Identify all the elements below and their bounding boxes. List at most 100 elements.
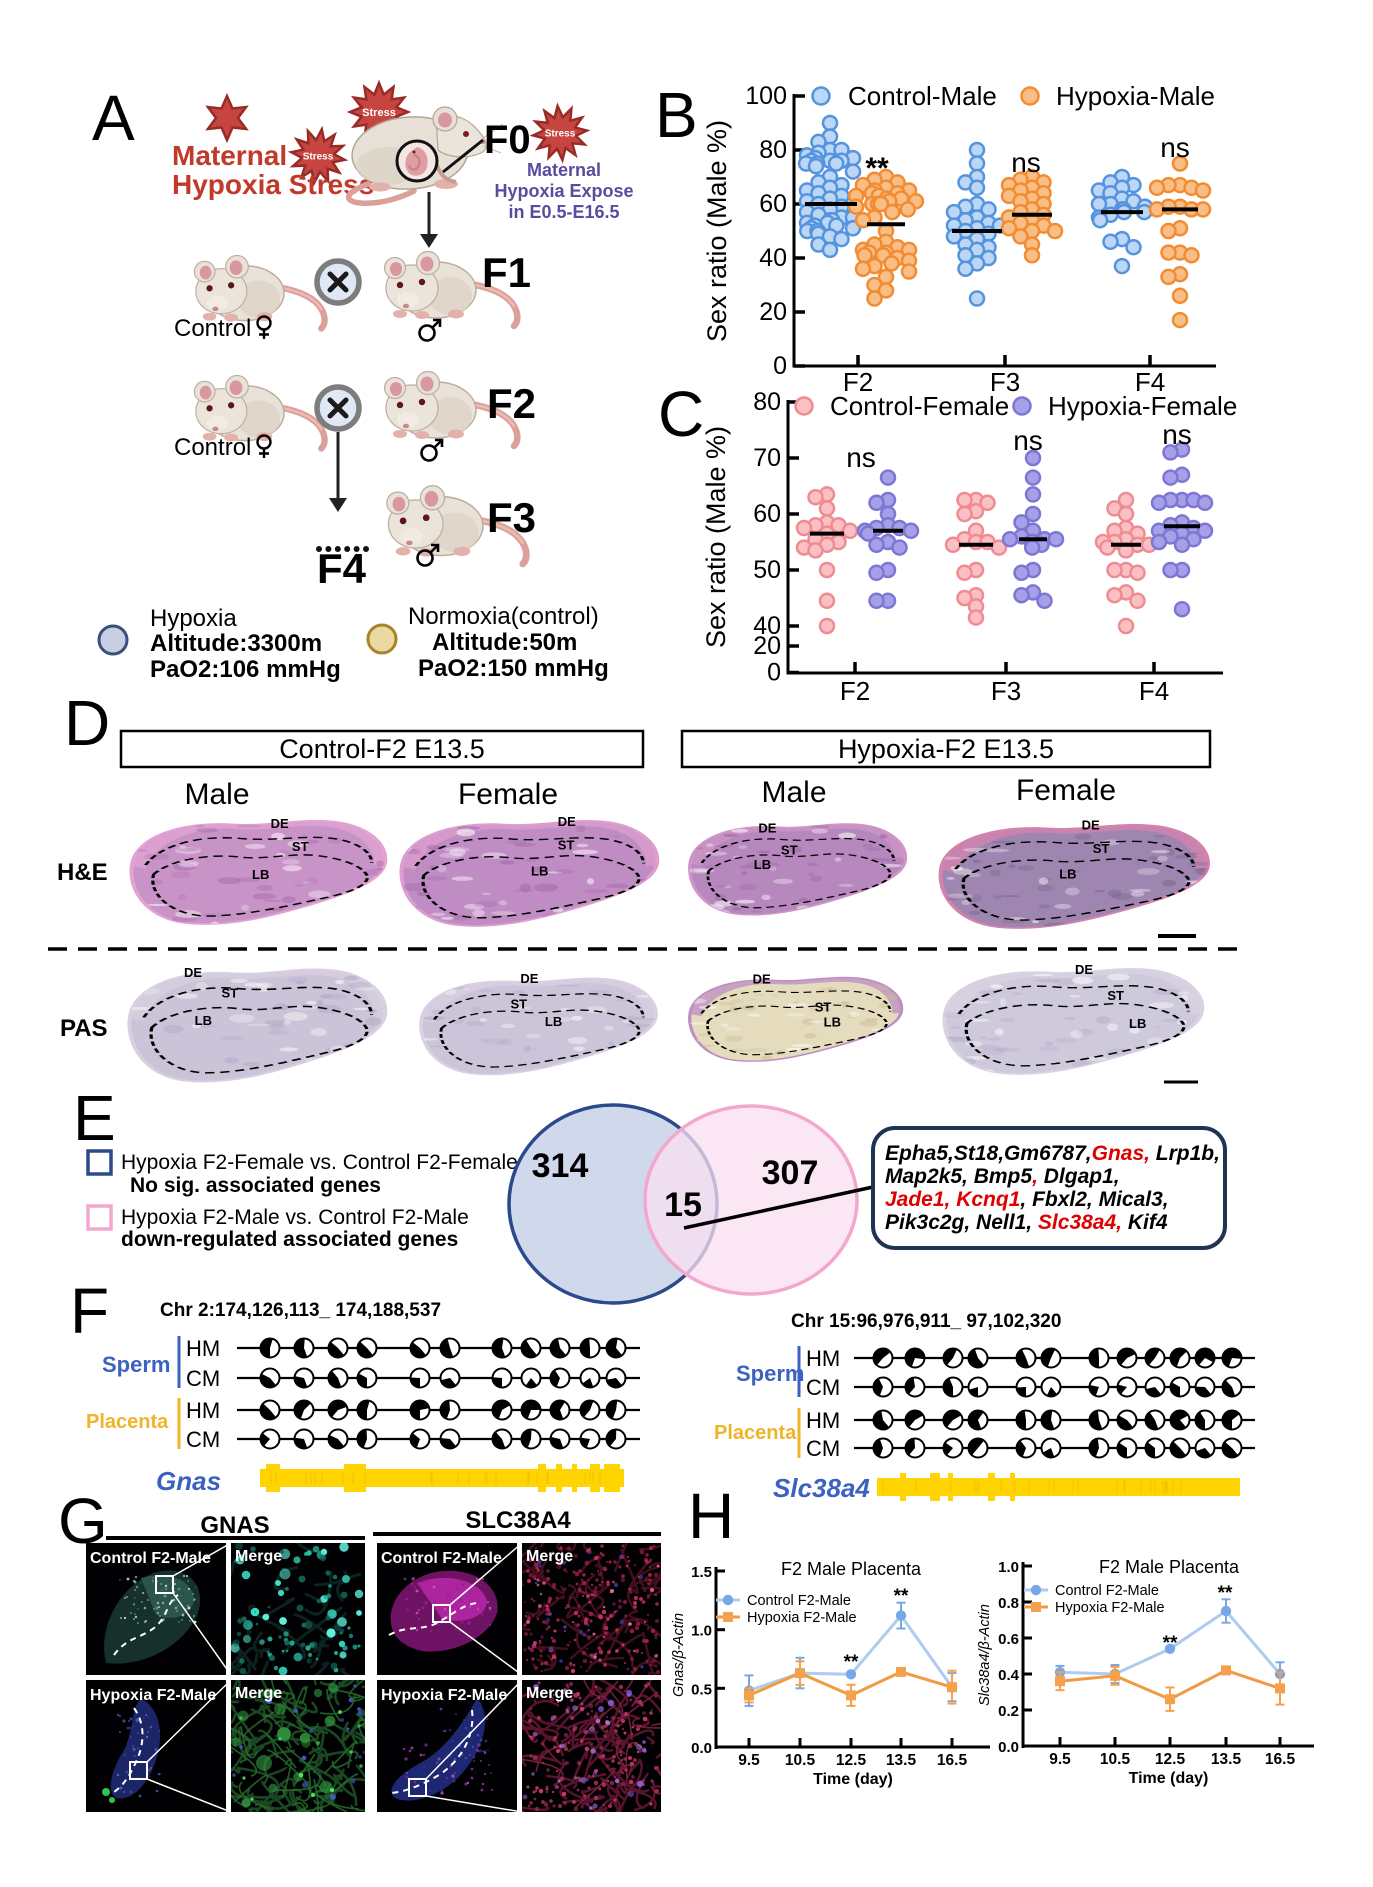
svg-text:ST: ST <box>221 985 238 1000</box>
svg-text:F4: F4 <box>1139 676 1169 706</box>
svg-text:CM: CM <box>186 1366 220 1391</box>
svg-text:40: 40 <box>753 612 781 640</box>
svg-text:9.5: 9.5 <box>1049 1751 1071 1768</box>
svg-text:Altitude:50m: Altitude:50m <box>432 629 577 656</box>
svg-text:No sig. associated genes: No sig. associated genes <box>130 1174 381 1197</box>
svg-text:LB: LB <box>824 1015 841 1030</box>
svg-text:Male: Male <box>184 778 249 811</box>
svg-text:Hypoxia F2-Male: Hypoxia F2-Male <box>1055 1600 1165 1616</box>
svg-text:Maternal: Maternal <box>527 160 601 180</box>
svg-text:in E0.5-E16.5: in E0.5-E16.5 <box>508 202 619 222</box>
svg-text:F4: F4 <box>317 545 367 592</box>
svg-text:Hypoxia F2-Male: Hypoxia F2-Male <box>90 1687 216 1704</box>
svg-text:CM: CM <box>806 1436 840 1461</box>
svg-text:ns: ns <box>1013 425 1043 456</box>
svg-text:13.5: 13.5 <box>1211 1751 1242 1768</box>
svg-text:LB: LB <box>252 867 269 882</box>
svg-text:16.5: 16.5 <box>1265 1751 1296 1768</box>
svg-text:0: 0 <box>767 659 781 687</box>
svg-text:Control F2-Male: Control F2-Male <box>90 1550 211 1567</box>
svg-text:ST: ST <box>815 999 832 1014</box>
svg-text:SLC38A4: SLC38A4 <box>465 1507 571 1534</box>
svg-text:**: ** <box>1163 1633 1178 1654</box>
svg-text:ST: ST <box>781 843 798 858</box>
svg-text:70: 70 <box>753 444 781 472</box>
svg-text:**: ** <box>865 152 889 185</box>
svg-text:**: ** <box>844 1652 859 1673</box>
svg-text:60: 60 <box>753 500 781 528</box>
svg-text:F1: F1 <box>482 249 531 296</box>
svg-text:314: 314 <box>532 1147 589 1185</box>
svg-text:HM: HM <box>806 1346 840 1371</box>
svg-text:H&E: H&E <box>57 859 108 886</box>
svg-text:Map2k5, Bmp5, Dlgap1,: Map2k5, Bmp5, Dlgap1, <box>885 1165 1120 1188</box>
svg-text:F3: F3 <box>991 676 1021 706</box>
svg-text:Hypoxia Expose: Hypoxia Expose <box>494 181 633 201</box>
svg-text:LB: LB <box>1059 866 1076 881</box>
svg-text:Control F2-Male: Control F2-Male <box>747 1593 851 1609</box>
svg-text:60: 60 <box>759 190 787 218</box>
svg-text:15: 15 <box>664 1186 702 1224</box>
svg-text:Altitude:3300m: Altitude:3300m <box>150 630 322 657</box>
svg-text:LB: LB <box>531 863 548 878</box>
svg-text:Time (day): Time (day) <box>813 1771 893 1788</box>
svg-text:Sex ratio (Male %): Sex ratio (Male %) <box>701 426 731 648</box>
svg-text:1.5: 1.5 <box>691 1564 712 1581</box>
svg-text:Merge: Merge <box>235 1685 282 1702</box>
svg-text:Hypoxia-Female: Hypoxia-Female <box>1048 391 1237 421</box>
svg-text:HM: HM <box>186 1336 220 1361</box>
svg-text:CM: CM <box>186 1427 220 1452</box>
svg-text:80: 80 <box>753 388 781 416</box>
svg-text:Chr 15:96,976,911_ 97,102,320: Chr 15:96,976,911_ 97,102,320 <box>791 1311 1061 1332</box>
svg-text:Control F2-Male: Control F2-Male <box>381 1550 502 1567</box>
svg-text:Sperm: Sperm <box>102 1352 170 1377</box>
svg-text:LB: LB <box>1129 1016 1146 1031</box>
svg-text:16.5: 16.5 <box>937 1752 968 1769</box>
svg-text:C: C <box>658 378 704 450</box>
svg-text:D: D <box>64 687 110 759</box>
svg-text:0: 0 <box>773 352 787 380</box>
svg-text:Hypoxia F2-Female vs. Control: Hypoxia F2-Female vs. Control F2-Female <box>121 1151 518 1174</box>
svg-text:Female: Female <box>458 778 558 811</box>
svg-text:DE: DE <box>1082 818 1100 833</box>
svg-text:13.5: 13.5 <box>886 1752 917 1769</box>
svg-text:Stress: Stress <box>545 129 576 140</box>
svg-text:Female: Female <box>1016 774 1116 807</box>
svg-text:**: ** <box>1218 1583 1233 1604</box>
svg-text:Control: Control <box>174 315 251 342</box>
svg-text:E: E <box>73 1082 116 1154</box>
svg-text:**: ** <box>894 1586 909 1607</box>
svg-text:Gnas: Gnas <box>156 1466 221 1496</box>
svg-text:PaO2:106 mmHg: PaO2:106 mmHg <box>150 656 341 683</box>
svg-text:Merge: Merge <box>526 1548 573 1565</box>
svg-text:Epha5,St18,Gm6787,Gnas, Lrp1b,: Epha5,St18,Gm6787,Gnas, Lrp1b, <box>885 1142 1220 1165</box>
svg-text:0.0: 0.0 <box>691 1740 712 1757</box>
svg-text:Hypoxia: Hypoxia <box>150 605 237 632</box>
svg-text:Placenta: Placenta <box>714 1422 797 1444</box>
svg-text:F2: F2 <box>487 380 536 427</box>
svg-text:Stress: Stress <box>362 107 396 119</box>
svg-text:HM: HM <box>806 1408 840 1433</box>
svg-text:Hypoxia F2-Male: Hypoxia F2-Male <box>381 1687 507 1704</box>
svg-text:Sperm: Sperm <box>736 1361 804 1386</box>
svg-text:PAS: PAS <box>60 1015 108 1042</box>
svg-text:F3: F3 <box>487 494 536 541</box>
svg-text:100: 100 <box>745 82 787 110</box>
svg-text:Slc38a4: Slc38a4 <box>773 1473 870 1503</box>
svg-text:80: 80 <box>759 136 787 164</box>
svg-text:9.5: 9.5 <box>738 1752 760 1769</box>
svg-text:Normoxia(control): Normoxia(control) <box>408 603 599 630</box>
svg-text:Control-F2 E13.5: Control-F2 E13.5 <box>279 734 485 764</box>
svg-text:H: H <box>688 1480 734 1552</box>
svg-text:ST: ST <box>292 839 309 854</box>
svg-text:1.0: 1.0 <box>998 1559 1019 1576</box>
svg-text:Merge: Merge <box>235 1548 282 1565</box>
svg-text:Pik3c2g, Nell1, Slc38a4, Kif4: Pik3c2g, Nell1, Slc38a4, Kif4 <box>885 1211 1168 1234</box>
svg-text:DE: DE <box>520 971 538 986</box>
svg-text:LB: LB <box>195 1013 212 1028</box>
svg-text:CM: CM <box>806 1375 840 1400</box>
svg-text:Hypoxia F2-Male vs. Control F2: Hypoxia F2-Male vs. Control F2-Male <box>121 1206 469 1229</box>
svg-text:Maternal: Maternal <box>172 140 287 171</box>
svg-text:down-regulated associated gene: down-regulated associated genes <box>121 1228 458 1251</box>
svg-text:ST: ST <box>558 837 575 852</box>
